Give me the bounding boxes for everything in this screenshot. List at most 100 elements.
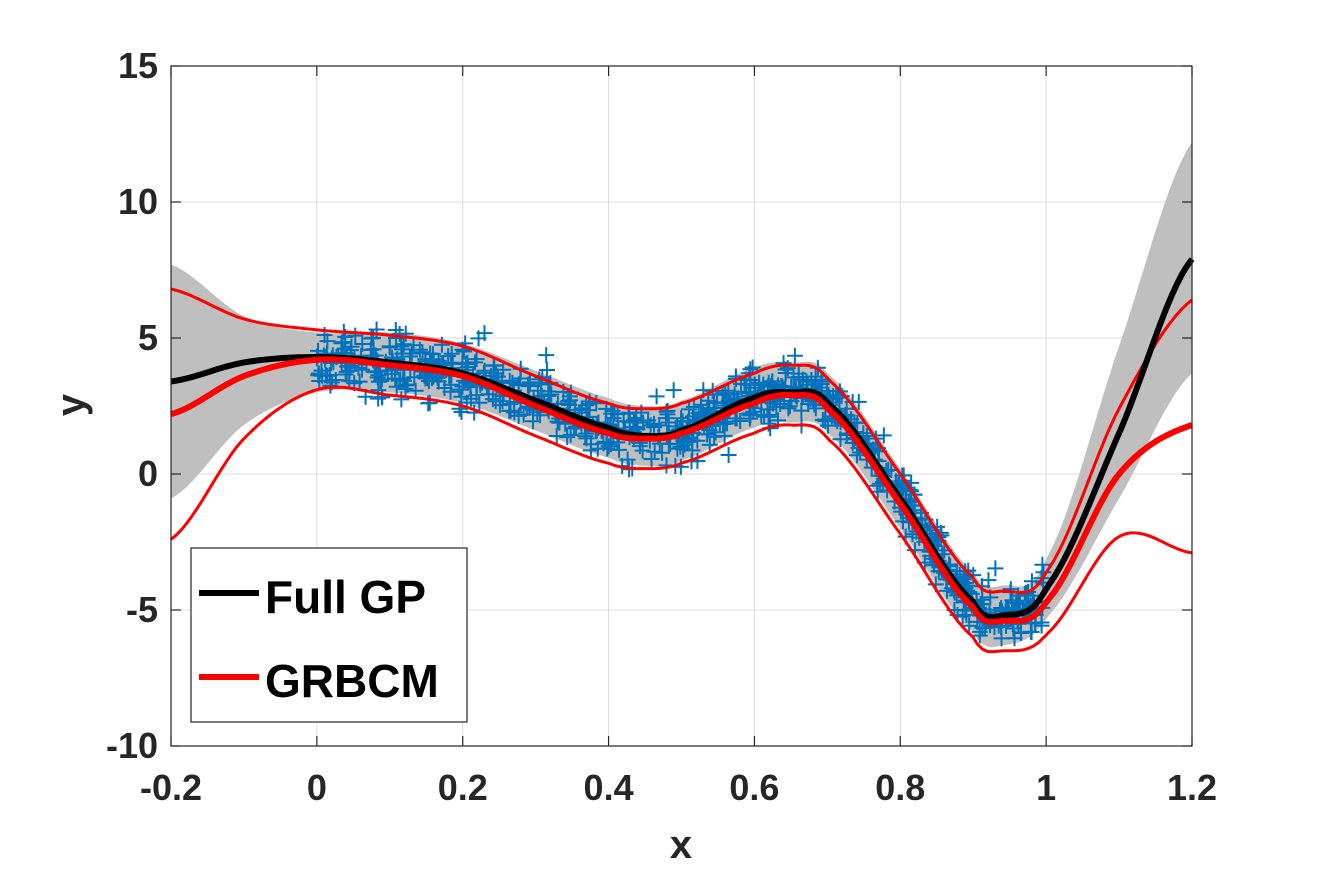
data-point: [1012, 625, 1029, 642]
data-point: [717, 385, 734, 402]
data-point: [602, 436, 619, 453]
data-point: [582, 442, 599, 459]
data-point: [470, 330, 487, 347]
y-axis-label: y: [49, 393, 93, 416]
data-point: [506, 404, 523, 421]
data-point: [786, 347, 803, 364]
data-point: [673, 410, 690, 427]
data-point: [780, 400, 797, 417]
data-point: [485, 357, 502, 374]
data-point: [529, 382, 546, 399]
data-point: [466, 354, 483, 371]
data-point: [538, 347, 555, 364]
data-point: [502, 402, 519, 419]
data-point: [374, 389, 391, 406]
legend-label-full-gp: Full GP: [265, 571, 426, 623]
data-point: [790, 365, 807, 382]
data-point: [393, 391, 410, 408]
data-point: [347, 327, 364, 344]
data-point: [433, 336, 450, 353]
data-point: [311, 372, 328, 389]
legend-label-grbcm: GRBCM: [265, 655, 439, 707]
data-point: [484, 391, 501, 408]
y-tick-label: 0: [138, 453, 158, 494]
y-tick-label: 15: [118, 45, 158, 86]
x-tick-label: 1: [1036, 767, 1056, 808]
data-point: [548, 428, 565, 445]
data-point: [701, 436, 718, 453]
data-point: [720, 382, 737, 399]
data-point: [660, 414, 677, 431]
data-point: [987, 560, 1004, 577]
data-point: [411, 341, 428, 358]
data-point: [468, 351, 485, 368]
x-tick-label: 1.2: [1167, 767, 1217, 808]
data-point: [832, 431, 849, 448]
data-point: [761, 408, 778, 425]
data-point: [525, 413, 542, 430]
data-point: [959, 577, 976, 594]
legend: Full GP GRBCM: [190, 547, 468, 723]
y-tick-labels: -10 -5 0 5 10 15: [106, 45, 158, 766]
data-point: [391, 325, 408, 342]
data-point: [442, 376, 459, 393]
data-point: [875, 427, 892, 444]
data-point: [814, 412, 831, 429]
data-point: [578, 430, 595, 447]
data-point: [707, 424, 724, 441]
data-point: [798, 373, 815, 390]
data-point: [454, 341, 471, 358]
data-point: [848, 447, 865, 464]
data-point: [600, 438, 617, 455]
data-point: [681, 401, 698, 418]
data-point: [539, 361, 556, 378]
data-point: [457, 335, 474, 352]
data-point: [645, 415, 662, 432]
data-point: [487, 393, 504, 410]
data-point: [973, 578, 990, 595]
data-point: [338, 363, 355, 380]
data-point: [741, 407, 758, 424]
data-point: [807, 400, 824, 417]
data-point: [648, 388, 665, 405]
data-point: [720, 446, 737, 463]
x-axis-label: x: [670, 823, 692, 867]
data-point: [395, 336, 412, 353]
x-tick-label: 0: [307, 767, 327, 808]
data-point: [578, 397, 595, 414]
data-point: [392, 372, 409, 389]
data-point: [1023, 573, 1040, 590]
data-point: [693, 396, 710, 413]
data-point: [562, 426, 579, 443]
data-point: [894, 513, 911, 530]
data-point: [521, 374, 538, 391]
data-point: [606, 405, 623, 422]
data-point: [394, 345, 411, 362]
data-point: [588, 395, 605, 412]
x-tick-label: -0.2: [140, 767, 202, 808]
data-point: [615, 413, 632, 430]
x-tick-label: 0.4: [584, 767, 634, 808]
data-point: [501, 372, 518, 389]
data-point: [726, 386, 743, 403]
x-tick-labels: -0.2 0 0.2 0.4 0.6 0.8 1 1.2: [140, 767, 1217, 808]
data-point: [354, 335, 371, 352]
x-tick-label: 0.2: [438, 767, 488, 808]
data-point: [955, 571, 972, 588]
data-point: [1023, 623, 1040, 640]
data-point: [716, 427, 733, 444]
data-point: [397, 380, 414, 397]
data-point: [419, 370, 436, 387]
data-point: [1010, 587, 1027, 604]
data-point: [646, 443, 663, 460]
plot-frame: [170, 65, 1193, 747]
y-tick-label: 10: [118, 181, 158, 222]
data-point: [993, 630, 1010, 647]
data-point: [495, 361, 512, 378]
data-point: [519, 377, 536, 394]
data-point: [1002, 581, 1019, 598]
y-tick-label: 5: [138, 317, 158, 358]
y-tick-label: -10: [106, 725, 158, 766]
data-point: [759, 401, 776, 418]
